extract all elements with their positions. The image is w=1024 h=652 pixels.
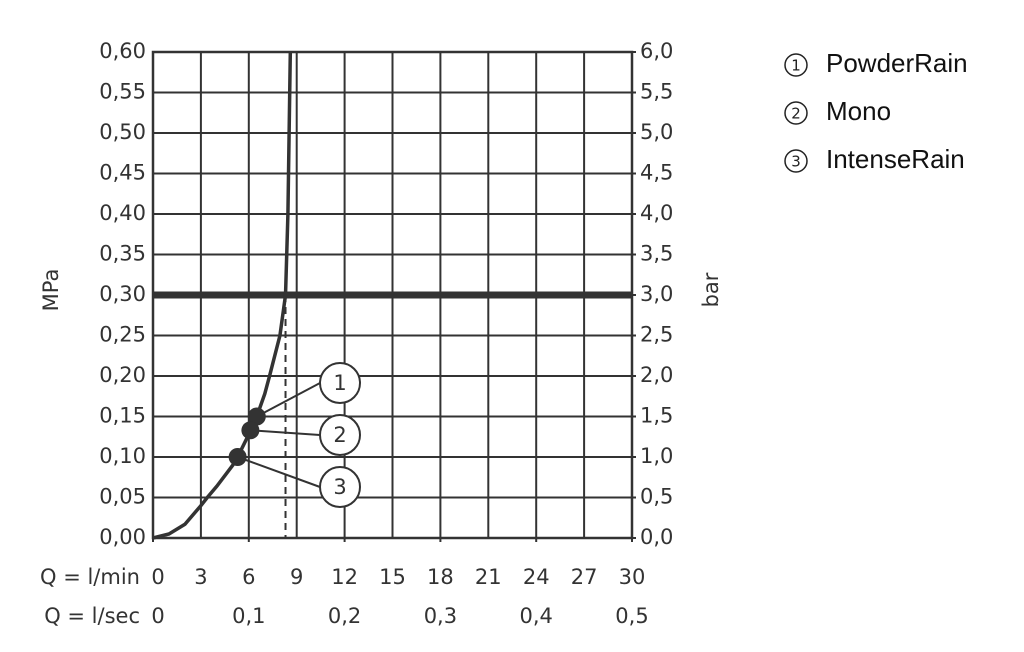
y2-tick-label: 4,5 bbox=[640, 161, 673, 185]
legend-label: PowderRain bbox=[826, 48, 968, 78]
y-tick-label: 0,35 bbox=[99, 242, 146, 266]
x2-tick-label: 0,3 bbox=[424, 604, 457, 628]
y2-tick-label: 1,5 bbox=[640, 404, 673, 428]
y2-tick-label: 5,5 bbox=[640, 80, 673, 104]
marker-badge bbox=[319, 466, 361, 508]
y-tick-label: 0,05 bbox=[99, 485, 146, 509]
y-tick-label: 0,60 bbox=[99, 39, 146, 63]
y2-tick-label: 3,5 bbox=[640, 242, 673, 266]
marker-badge-label: 2 bbox=[333, 423, 346, 447]
y-tick-label: 0,15 bbox=[99, 404, 146, 428]
marker-badge-label: 3 bbox=[333, 475, 346, 499]
marker-badge bbox=[319, 362, 361, 404]
y2-tick-label: 2,0 bbox=[640, 363, 673, 387]
y2-tick-label: 0,5 bbox=[640, 485, 673, 509]
x-tick-label: 24 bbox=[523, 565, 550, 589]
y-tick-label: 0,40 bbox=[99, 201, 146, 225]
legend-badge bbox=[784, 53, 808, 77]
x-tick-label: 15 bbox=[379, 565, 406, 589]
x-tick-label: 9 bbox=[290, 565, 303, 589]
legend-label: Mono bbox=[826, 96, 891, 126]
y-tick-label: 0,10 bbox=[99, 444, 146, 468]
leader-line bbox=[250, 429, 321, 436]
y2-tick-label: 5,0 bbox=[640, 120, 673, 144]
legend-badge-label: 2 bbox=[791, 105, 801, 123]
x-tick-label: 30 bbox=[619, 565, 646, 589]
x-tick-label: 6 bbox=[242, 565, 255, 589]
marker-point bbox=[228, 448, 247, 466]
x-tick-label: 21 bbox=[475, 565, 502, 589]
marker-badge bbox=[319, 414, 361, 456]
x-tick-label: 0 bbox=[151, 565, 164, 589]
y-tick-label: 0,45 bbox=[99, 161, 146, 185]
marker-badge-label: 1 bbox=[333, 371, 346, 395]
legend-label: IntenseRain bbox=[826, 144, 965, 174]
legend-badge bbox=[784, 149, 808, 173]
marker-point bbox=[241, 421, 260, 440]
y2-tick-label: 1,0 bbox=[640, 444, 673, 468]
y2-tick-label: 4,0 bbox=[640, 201, 673, 225]
y-tick-label: 0,55 bbox=[99, 80, 146, 104]
leader-line bbox=[256, 382, 321, 418]
leader-line bbox=[237, 456, 321, 488]
x-tick-label: 18 bbox=[427, 565, 454, 589]
y2-tick-label: 6,0 bbox=[640, 39, 673, 63]
x2-axis-label: Q = l/sec bbox=[44, 604, 140, 628]
flow-curve bbox=[152, 51, 293, 540]
y2-tick-label: 3,0 bbox=[640, 282, 673, 306]
x2-tick-label: 0,2 bbox=[328, 604, 361, 628]
y-tick-label: 0,30 bbox=[99, 282, 146, 306]
marker-point bbox=[247, 407, 266, 426]
x2-tick-label: 0,4 bbox=[519, 604, 552, 628]
x2-tick-label: 0,1 bbox=[232, 604, 265, 628]
x-tick-label: 12 bbox=[331, 565, 358, 589]
x2-tick-label: 0,5 bbox=[615, 604, 648, 628]
plot-frame bbox=[151, 50, 634, 540]
legend-badge-label: 1 bbox=[791, 57, 801, 75]
y-tick-label: 0,20 bbox=[99, 363, 146, 387]
y-tick-label: 0,50 bbox=[99, 120, 146, 144]
x-tick-label: 27 bbox=[571, 565, 598, 589]
y2-tick-label: 0,0 bbox=[640, 525, 673, 549]
y2-axis-label: bar bbox=[699, 272, 723, 307]
x-axis-label: Q = l/min bbox=[40, 565, 140, 589]
y-tick-label: 0,00 bbox=[99, 525, 146, 549]
y-tick-label: 0,25 bbox=[99, 323, 146, 347]
legend-badge-label: 3 bbox=[791, 153, 801, 171]
legend-badge bbox=[784, 101, 808, 125]
x-tick-label: 3 bbox=[194, 565, 207, 589]
y2-tick-label: 2,5 bbox=[640, 323, 673, 347]
y-axis-label: MPa bbox=[39, 269, 63, 312]
x2-tick-label: 0 bbox=[151, 604, 164, 628]
